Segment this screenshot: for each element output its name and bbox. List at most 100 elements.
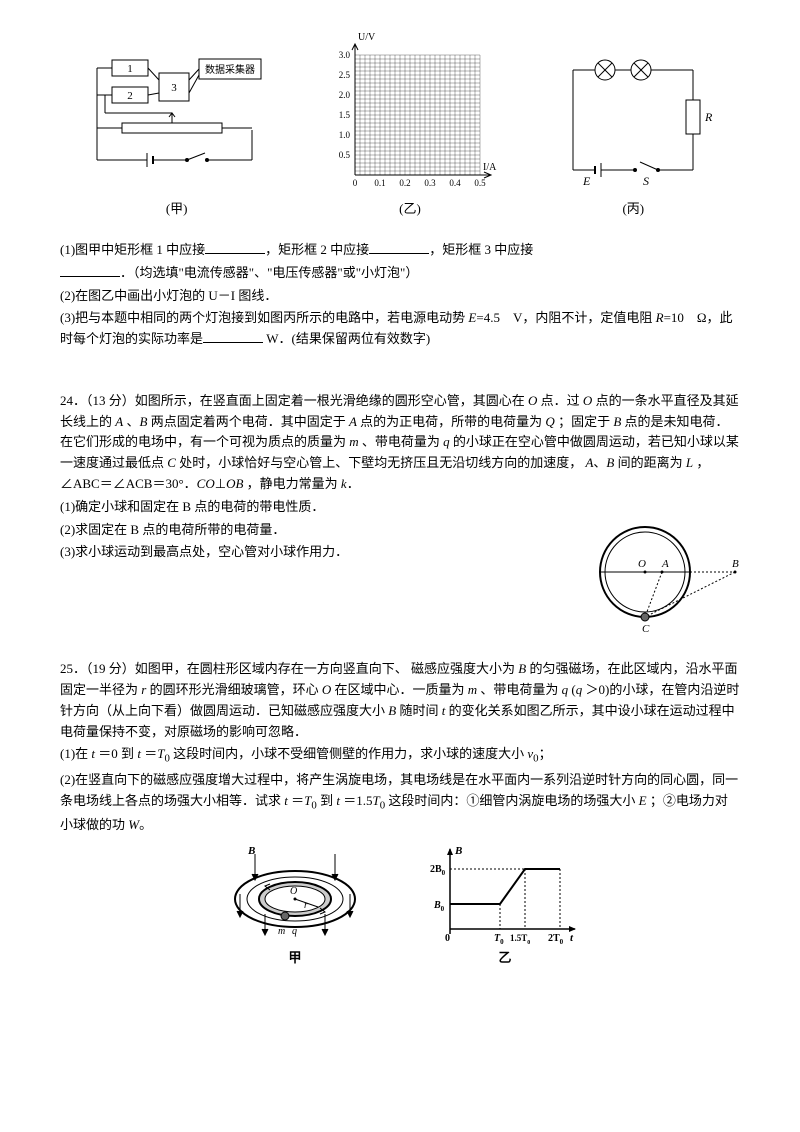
- ytick: 3.0: [339, 50, 351, 60]
- figure-25a: O r m q B 甲: [220, 844, 370, 969]
- question-25: 25．（19 分）如图甲，在圆柱形区域内存在一方向竖直向下、 磁感应强度大小为 …: [60, 659, 740, 968]
- fig-jia-label: (甲): [166, 199, 188, 220]
- t: A: [115, 414, 123, 429]
- t: 处时，小球恰好与空心管上、下壁均无挤压且无沿切线方向的加速度，: [179, 455, 582, 470]
- m: m: [278, 926, 285, 937]
- t: t: [284, 793, 288, 808]
- A: A: [661, 558, 669, 570]
- B: B: [247, 845, 255, 857]
- graph-yi-svg: U/V I/A 0.5 1.0 1.5 2.0 2.5 3.0 0 0.1 0.…: [320, 30, 500, 195]
- 15T0: 1.5T0: [510, 933, 530, 944]
- O: O: [290, 886, 297, 897]
- xtick: 0.1: [374, 178, 385, 188]
- t: 点的为正电荷，所带的电荷量为: [360, 414, 545, 429]
- t: A: [349, 414, 357, 429]
- ytick: 0.5: [339, 150, 351, 160]
- circuit-bing-svg: R S E: [553, 45, 713, 195]
- ytick: 1.5: [339, 110, 351, 120]
- question-24: 24．（13 分）如图所示，在竖直面上固定着一根光滑绝缘的圆形空心管，其圆心在 …: [60, 391, 740, 639]
- q23-p3b: =4.5 V，内阻不计，定值电阻: [476, 310, 655, 325]
- t: OB: [226, 476, 243, 491]
- t: 这段时间内，小球不受细管侧壁的作用力，求小球的速度大小: [173, 746, 527, 761]
- ylabel: B: [454, 845, 462, 857]
- t: C: [167, 455, 176, 470]
- t: 两点固定着两个电荷．其中固定于: [151, 414, 349, 429]
- q23-R: R: [656, 310, 664, 325]
- q23-p1c: ，矩形框 3 中应接: [429, 242, 533, 257]
- fig-bing-label: (丙): [622, 199, 644, 220]
- question-23: (1)图甲中矩形框 1 中应接，矩形框 2 中应接，矩形框 3 中应接 ．（均选…: [60, 240, 740, 350]
- q: q: [292, 926, 297, 937]
- fig25a-label: 甲: [288, 948, 301, 969]
- t: r: [141, 682, 146, 697]
- t: ＝1.5: [343, 793, 372, 808]
- t: B: [518, 661, 526, 676]
- q23-p3a: (3)把与本题中相同的两个灯泡接到如图丙所示的电路中，若电源电动势: [60, 310, 468, 325]
- figure-24: O A B C: [590, 512, 740, 639]
- t: E: [639, 793, 647, 808]
- xtick: 0.5: [474, 178, 486, 188]
- zero: 0: [445, 933, 450, 944]
- box1-label: 1: [127, 63, 133, 75]
- t: O: [583, 393, 592, 408]
- t: m: [349, 434, 358, 449]
- xlabel: I/A: [483, 162, 497, 173]
- T0: T0: [494, 933, 504, 944]
- t: 在区域中心．一质量为: [334, 682, 467, 697]
- blank: [60, 263, 120, 277]
- t: q: [443, 434, 450, 449]
- fig-yi-label: (乙): [399, 199, 421, 220]
- q24-O: O: [528, 393, 537, 408]
- q24-sub3: (3)求小球运动到最高点处，空心管对小球作用力．: [60, 542, 580, 563]
- 2T0: 2T0: [548, 933, 564, 944]
- t: L: [686, 455, 693, 470]
- q24-num: 24．（13 分）如图所示，在竖直面上固定着一根光滑绝缘的圆形空心管，其圆心在: [60, 393, 528, 408]
- 2B0: 2B0: [430, 864, 446, 877]
- fig25b-label: 乙: [498, 948, 511, 969]
- t: ，静电力常量为: [247, 476, 341, 491]
- t: t: [91, 746, 95, 761]
- R-label: R: [704, 110, 713, 124]
- t: B: [139, 414, 147, 429]
- figure-jia: 1 2 3 数据采集器: [87, 45, 267, 220]
- t: 磁感应强度大小为: [411, 661, 518, 676]
- t: m: [468, 682, 477, 697]
- box2-label: 2: [127, 90, 133, 102]
- t: ＝: [291, 793, 304, 808]
- q23-p1d: ．（均选填"电流传感器"、"电压传感器"或"小灯泡"）: [120, 265, 418, 280]
- t: 、带电荷量为: [362, 434, 443, 449]
- t: 。: [139, 817, 152, 832]
- t: B: [606, 455, 614, 470]
- t: t: [442, 703, 446, 718]
- ytick: 2.5: [339, 70, 351, 80]
- B: B: [732, 558, 739, 570]
- figure-bing: R S E (丙): [553, 45, 713, 220]
- q23-p1a: (1)图甲中矩形框 1 中应接: [60, 242, 205, 257]
- t: ⊥: [215, 476, 226, 491]
- ytick: 2.0: [339, 90, 351, 100]
- O: O: [638, 558, 646, 570]
- t: q: [562, 682, 569, 697]
- t: q: [576, 682, 583, 697]
- circuit-jia-svg: 1 2 3 数据采集器: [87, 45, 267, 195]
- ytick: 1.0: [339, 130, 351, 140]
- blank: [203, 329, 263, 343]
- t: t: [336, 793, 340, 808]
- t: CO: [197, 476, 215, 491]
- t: 、带电荷量为: [480, 682, 561, 697]
- box3-label: 3: [171, 82, 177, 94]
- r: r: [304, 900, 308, 911]
- t: Q: [545, 414, 554, 429]
- t: ＝0 到: [98, 746, 137, 761]
- t: 随时间: [399, 703, 441, 718]
- t: ；固定于: [558, 414, 613, 429]
- ylabel: U/V: [358, 32, 376, 43]
- t: 到: [320, 793, 336, 808]
- C: C: [642, 623, 650, 632]
- q25-num: 25．（19 分）如图甲，在圆柱形区域内存在一方向竖直向下、: [60, 661, 408, 676]
- t: t: [137, 746, 141, 761]
- t: 、: [593, 455, 606, 470]
- t: 这段时间内：①细管内涡旋电场的场强大小: [388, 793, 638, 808]
- xtick: 0: [353, 178, 358, 188]
- E-label: E: [582, 174, 591, 188]
